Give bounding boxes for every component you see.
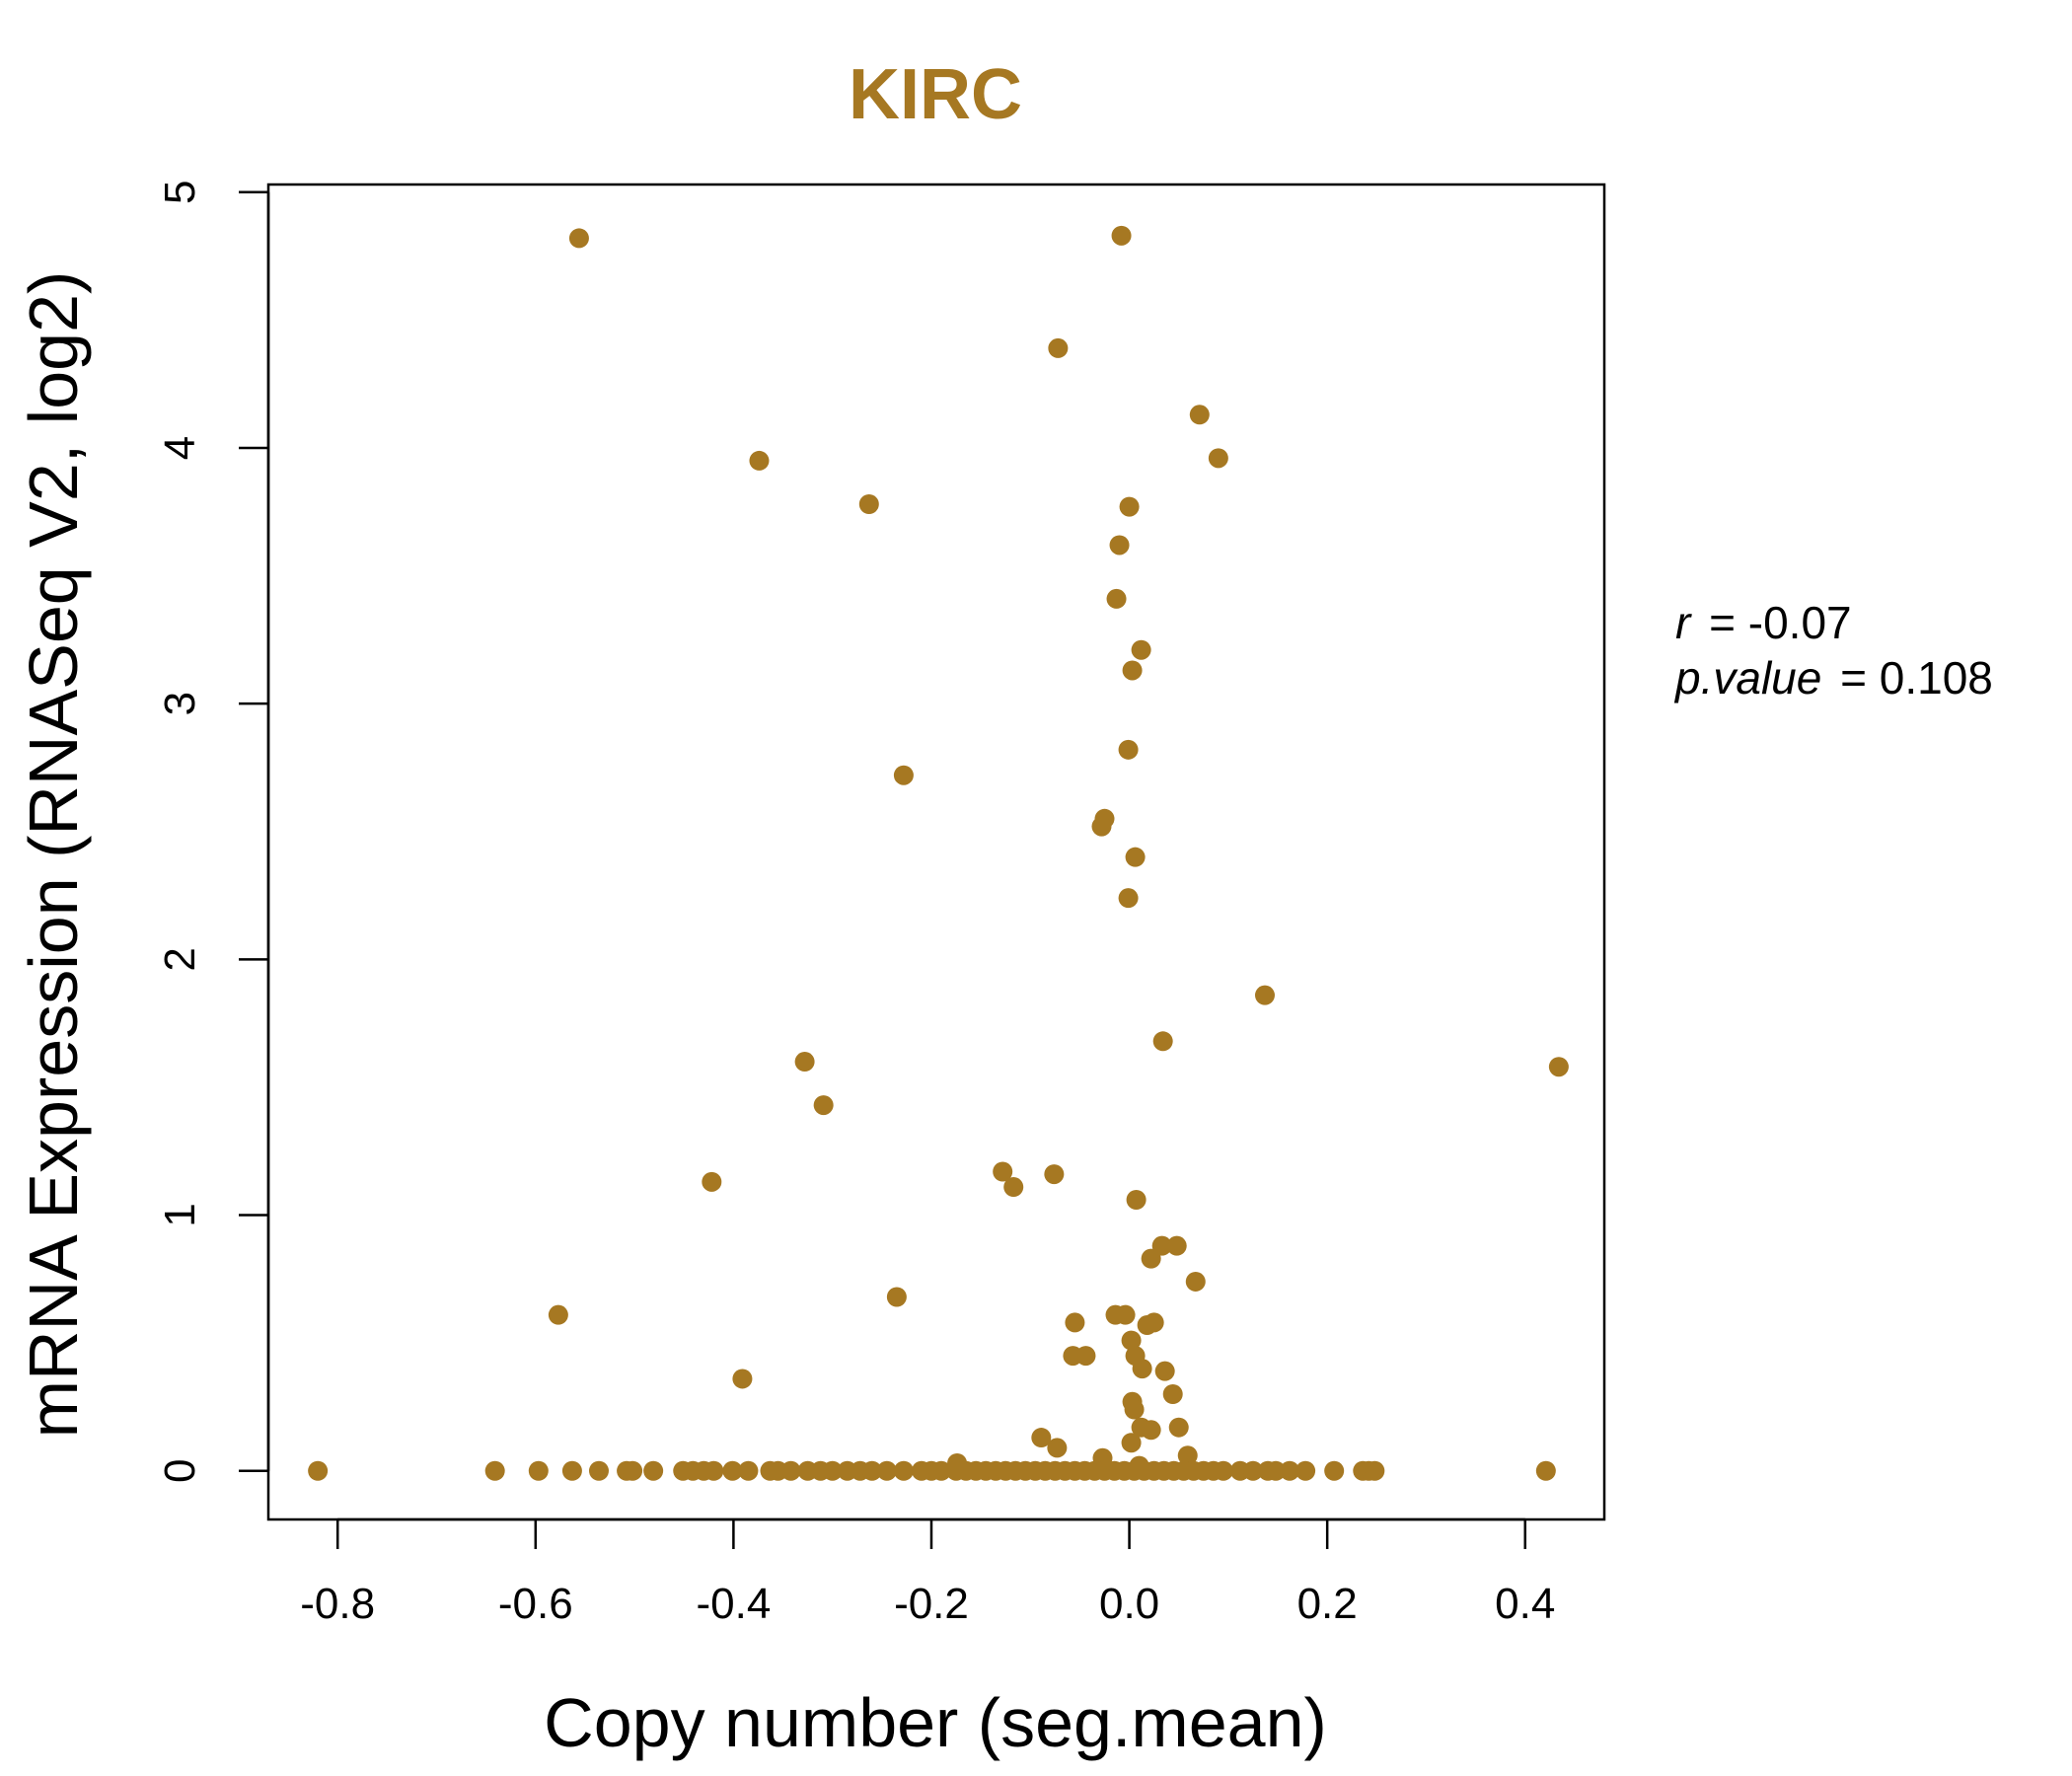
plot-frame xyxy=(266,183,1606,1521)
data-point xyxy=(1213,1460,1233,1481)
data-point xyxy=(1044,1164,1065,1185)
data-point xyxy=(1141,1420,1161,1441)
data-point xyxy=(858,493,879,514)
x-tick-label: 0.0 xyxy=(1099,1580,1159,1628)
data-point xyxy=(722,1460,743,1481)
r-key: r xyxy=(1675,597,1692,648)
data-point xyxy=(1118,739,1139,760)
data-point xyxy=(1048,337,1069,358)
data-point xyxy=(1295,1460,1316,1481)
x-tick-label: -0.6 xyxy=(498,1580,573,1628)
x-tick-label: 0.4 xyxy=(1495,1580,1555,1628)
data-point xyxy=(1266,1460,1287,1481)
data-point xyxy=(1111,225,1132,246)
data-point xyxy=(484,1460,505,1481)
data-point xyxy=(561,1460,582,1481)
data-point xyxy=(1177,1445,1198,1466)
data-point xyxy=(738,1460,759,1481)
data-point xyxy=(1122,660,1143,681)
data-point xyxy=(643,1460,664,1481)
data-point xyxy=(623,1460,643,1481)
data-point xyxy=(893,765,914,785)
data-point xyxy=(1365,1460,1385,1481)
x-tick-label: -0.4 xyxy=(696,1580,771,1628)
data-point xyxy=(861,1460,882,1481)
data-point xyxy=(1548,1057,1569,1077)
y-axis: 0 1 2 3 4 5 xyxy=(156,181,270,1483)
data-point xyxy=(1141,1248,1161,1269)
data-points xyxy=(308,225,1569,1481)
p-value-stat: p.value = 0.108 xyxy=(1673,652,1993,703)
data-point xyxy=(1280,1460,1300,1481)
data-point xyxy=(702,1171,722,1192)
data-point xyxy=(1254,985,1275,1005)
data-point xyxy=(1131,639,1151,660)
data-point xyxy=(876,1460,897,1481)
data-point xyxy=(1126,1190,1147,1211)
data-point xyxy=(1109,535,1130,555)
x-tick-label: 0.2 xyxy=(1297,1580,1358,1628)
data-point xyxy=(308,1460,329,1481)
data-point xyxy=(893,1460,914,1481)
y-tick-label: 1 xyxy=(156,1203,204,1226)
data-point xyxy=(1003,1177,1024,1198)
data-point xyxy=(1121,1433,1142,1453)
data-point xyxy=(1324,1460,1345,1481)
data-point xyxy=(1154,1361,1175,1381)
data-point xyxy=(1166,1235,1187,1256)
y-tick-label: 5 xyxy=(156,181,204,204)
data-point xyxy=(1144,1312,1164,1333)
data-point xyxy=(1168,1417,1189,1438)
data-point xyxy=(1208,448,1228,469)
p-value: 0.108 xyxy=(1880,652,1993,703)
data-point xyxy=(568,228,589,249)
data-point xyxy=(1118,888,1139,909)
data-point xyxy=(993,1161,1013,1182)
data-point xyxy=(1106,588,1127,609)
x-axis-label: Copy number (seg.mean) xyxy=(544,1684,1327,1761)
data-point xyxy=(528,1460,549,1481)
data-point xyxy=(1124,1399,1145,1420)
data-point xyxy=(1119,496,1140,517)
data-point xyxy=(822,1460,843,1481)
data-point xyxy=(886,1287,907,1307)
data-point xyxy=(794,1052,815,1073)
data-point xyxy=(548,1304,568,1325)
data-point xyxy=(1162,1383,1183,1404)
y-tick-label: 2 xyxy=(156,947,204,971)
p-key: p.value xyxy=(1673,652,1821,703)
x-tick-label: -0.8 xyxy=(300,1580,375,1628)
data-point xyxy=(1121,1330,1142,1351)
data-point xyxy=(703,1460,724,1481)
data-point xyxy=(1535,1460,1556,1481)
y-tick-label: 3 xyxy=(156,692,204,715)
data-point xyxy=(1065,1312,1085,1333)
r-value: -0.07 xyxy=(1748,597,1852,648)
data-point xyxy=(749,450,770,471)
data-point xyxy=(1075,1346,1096,1367)
data-point xyxy=(1125,847,1146,867)
data-point xyxy=(813,1095,834,1116)
data-point xyxy=(732,1369,753,1389)
data-point xyxy=(1152,1031,1173,1052)
data-point xyxy=(1115,1304,1136,1325)
data-point xyxy=(1185,1271,1206,1292)
data-point xyxy=(1091,816,1112,837)
x-axis: -0.8 -0.6 -0.4 -0.2 0.0 0.2 0.4 xyxy=(300,1517,1555,1628)
data-point xyxy=(1132,1359,1152,1379)
y-tick-label: 4 xyxy=(156,436,204,460)
x-tick-label: -0.2 xyxy=(894,1580,969,1628)
data-point xyxy=(1242,1460,1263,1481)
chart-title: KIRC xyxy=(849,55,1022,134)
data-point xyxy=(931,1460,952,1481)
data-point xyxy=(780,1460,801,1481)
data-point xyxy=(1189,405,1210,425)
y-tick-label: 0 xyxy=(156,1459,204,1483)
correlation-stat: r = -0.07 xyxy=(1675,597,1852,648)
data-point xyxy=(588,1460,609,1481)
data-point xyxy=(1047,1438,1068,1458)
data-point xyxy=(1031,1428,1052,1448)
y-axis-label: mRNA Expression (RNASeq V2, log2) xyxy=(15,271,92,1439)
